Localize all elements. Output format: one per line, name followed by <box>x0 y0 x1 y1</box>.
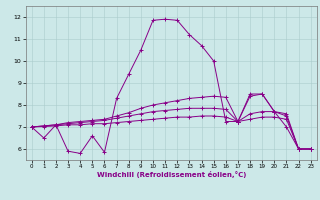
X-axis label: Windchill (Refroidissement éolien,°C): Windchill (Refroidissement éolien,°C) <box>97 171 246 178</box>
